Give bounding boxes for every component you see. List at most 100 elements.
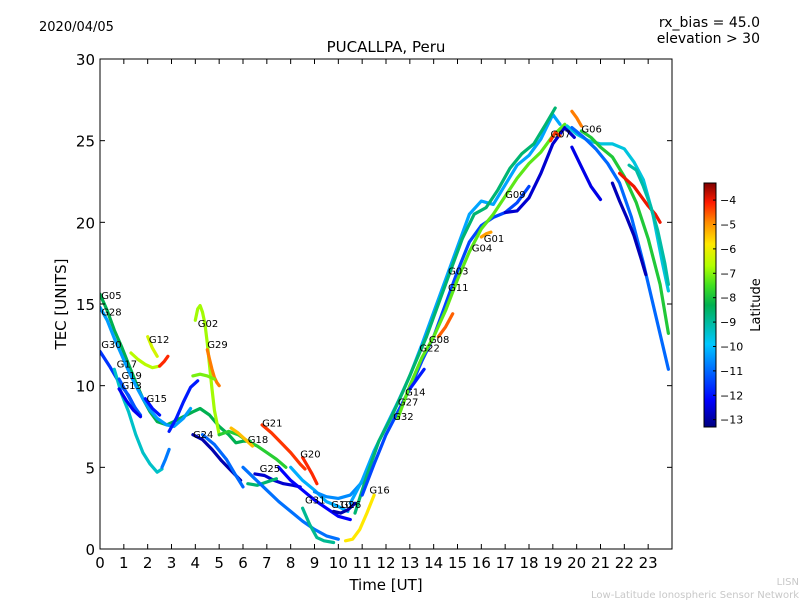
series-line-g08 xyxy=(436,312,455,339)
x-tick-label: 17 xyxy=(496,554,515,572)
satellite-label-g19: G19 xyxy=(121,371,141,382)
series-line-g06b xyxy=(570,125,671,371)
elevation-label: elevation > 30 xyxy=(657,31,760,47)
series-line-g31b xyxy=(301,506,336,545)
colorbar-tick-label: −6 xyxy=(720,243,736,256)
date-label: 2020/04/05 xyxy=(39,20,114,35)
x-tick-label: 14 xyxy=(424,554,443,572)
satellite-label-g16: G16 xyxy=(369,485,389,496)
series-line-g16b xyxy=(312,480,364,500)
x-tick-label: 6 xyxy=(238,554,248,572)
x-tick-label: 19 xyxy=(543,554,562,572)
satellite-label-g28: G28 xyxy=(101,307,121,318)
satellite-label-g31: G31 xyxy=(305,495,325,506)
x-tick-label: 15 xyxy=(448,554,467,572)
series-line-g10 xyxy=(277,465,352,522)
colorbar-label: Latitude xyxy=(749,278,764,332)
colorbar-ticks: −4 −5 −6 −7 −8 −9 −10 −11 −12 −13 xyxy=(713,194,743,427)
x-tick-label: 20 xyxy=(567,554,586,572)
satellite-label-g30: G30 xyxy=(101,340,121,351)
watermark-line-2: Low-Latitude Ionospheric Sensor Network xyxy=(591,590,799,600)
colorbar-tick-label: −5 xyxy=(720,218,736,231)
colorbar-tick-label: −4 xyxy=(720,194,736,207)
satellite-label-g22: G22 xyxy=(419,343,439,354)
watermark-line-1: LISN xyxy=(777,577,799,588)
series-line-g24b xyxy=(200,433,245,489)
x-tick-label: 21 xyxy=(591,554,610,572)
x-tick-label: 11 xyxy=(353,554,372,572)
y-tick-label: 15 xyxy=(76,296,95,314)
series-line-g06f xyxy=(617,171,662,224)
satellite-label-g21: G21 xyxy=(262,419,282,430)
x-tick-label: 1 xyxy=(119,554,129,572)
series-line-main2 xyxy=(353,106,557,515)
satellite-label-g15: G15 xyxy=(146,394,166,405)
series-line-g06h xyxy=(570,109,584,128)
satellite-label-g07: G07 xyxy=(550,129,570,140)
satellite-label-g24: G24 xyxy=(193,430,213,441)
series-line-g06e xyxy=(610,181,648,277)
series-line-g21 xyxy=(260,423,307,471)
series-line-g29 xyxy=(205,348,221,388)
chart-title: PUCALLPA, Peru xyxy=(327,38,446,56)
series-line-main3 xyxy=(360,184,531,497)
satellite-label-g18: G18 xyxy=(248,435,268,446)
x-tick-label: 9 xyxy=(310,554,320,572)
series-line-g09 xyxy=(503,125,576,215)
colorbar-tick-label: −10 xyxy=(720,340,743,353)
series-line-g29b xyxy=(191,372,216,381)
satellite-label-g32: G32 xyxy=(393,412,413,423)
x-tick-label: 0 xyxy=(95,554,105,572)
series-line-g07 xyxy=(548,130,562,143)
series-line-g12 xyxy=(129,351,162,370)
colorbar-tick-label: −11 xyxy=(720,365,743,378)
satellite-label-g08: G08 xyxy=(429,335,449,346)
satellite-label-g05: G05 xyxy=(101,291,121,302)
colorbar-tick-label: −7 xyxy=(720,267,736,280)
series-line-g31 xyxy=(241,465,340,541)
y-tick-label: 0 xyxy=(85,541,95,559)
series-line-g18b xyxy=(229,426,255,448)
rx-bias-label: rx_bias = 45.0 xyxy=(659,15,760,31)
satellite-label-g01: G01 xyxy=(484,234,504,245)
satellite-label-g17: G17 xyxy=(117,360,137,371)
series-line-g06g xyxy=(627,163,671,286)
x-tick-label: 7 xyxy=(262,554,272,572)
series-line-g26 xyxy=(332,501,357,515)
colorbar-tick-label: −13 xyxy=(720,414,743,427)
series-line-g18 xyxy=(217,429,288,469)
colorbar xyxy=(703,182,717,428)
x-tick-label: 23 xyxy=(639,554,658,572)
x-tick-label: 10 xyxy=(329,554,348,572)
x-axis-label: Time [UT] xyxy=(348,576,422,594)
satellite-label-g04: G04 xyxy=(472,244,492,255)
x-tick-label: 4 xyxy=(191,554,201,572)
x-tick-label: 18 xyxy=(519,554,538,572)
y-tick-label: 10 xyxy=(76,378,95,396)
series-line-g20 xyxy=(301,455,319,486)
satellite-label-g25: G25 xyxy=(260,464,280,475)
x-tick-label: 13 xyxy=(400,554,419,572)
series-line-g15b xyxy=(160,447,171,469)
y-tick-label: 25 xyxy=(76,133,95,151)
satellite-label-g26: G26 xyxy=(341,500,361,511)
satellite-label-g27: G27 xyxy=(398,397,418,408)
series-line-g22 xyxy=(408,367,426,391)
colorbar-tick-label: −12 xyxy=(720,389,743,402)
colorbar-tick-label: −9 xyxy=(720,316,736,329)
series-line-g25 xyxy=(253,472,302,489)
y-tick-label: 20 xyxy=(76,214,95,232)
x-axis: 0 1 2 3 4 5 6 7 8 9 10 11 12 13 14 15 16 17 18 19 20 21 22 23 xyxy=(95,59,658,572)
series-line-g16 xyxy=(343,493,376,543)
satellite-label-g03: G03 xyxy=(448,267,468,278)
satellite-label-g20: G20 xyxy=(300,450,320,461)
x-tick-label: 2 xyxy=(143,554,153,572)
satellite-label-g02: G02 xyxy=(198,319,218,330)
series-line-g01 xyxy=(479,230,493,239)
series-line-g06 xyxy=(565,124,671,293)
satellite-label-g13: G13 xyxy=(121,381,141,392)
x-tick-label: 3 xyxy=(167,554,177,572)
satellite-label-g29: G29 xyxy=(207,340,227,351)
